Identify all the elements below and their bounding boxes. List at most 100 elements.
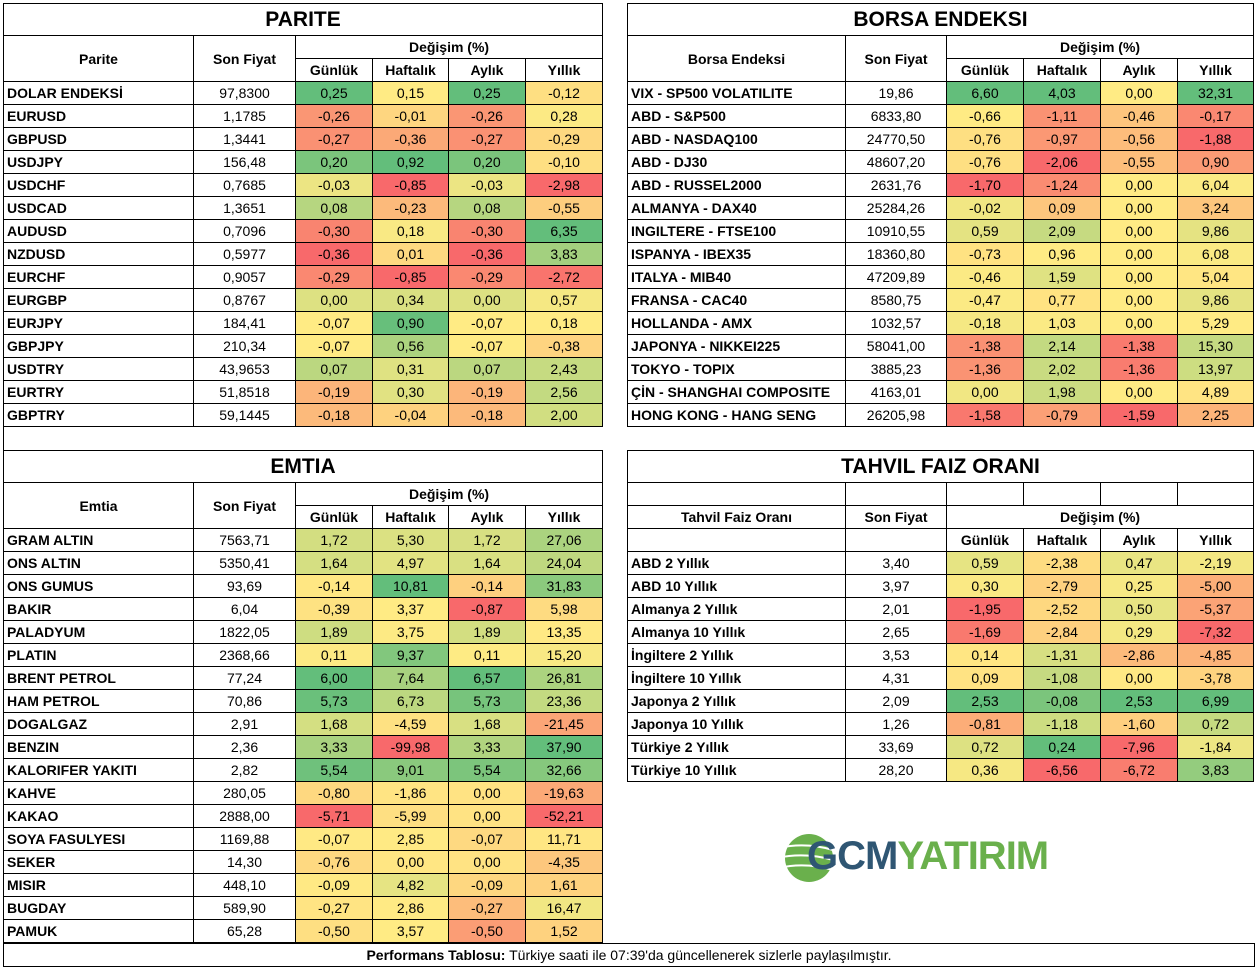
table-row: USDCAD 1,3651 0,08 -0,23 0,08 -0,55 xyxy=(3,196,604,220)
last-price: 28,20 xyxy=(845,758,947,782)
last-price: 1822,05 xyxy=(193,620,296,644)
change-monthly: 0,08 xyxy=(448,196,526,220)
table-row: BAKIR 6,04 -0,39 3,37 -0,87 5,98 xyxy=(3,597,604,621)
change-yearly: 2,43 xyxy=(524,357,604,381)
last-price: 1169,88 xyxy=(193,827,296,851)
change-daily: -0,19 xyxy=(295,380,373,404)
change-monthly: 0,00 xyxy=(1100,265,1178,289)
change-daily: -0,27 xyxy=(295,896,373,920)
change-monthly: 0,20 xyxy=(448,150,526,174)
change-daily: 0,30 xyxy=(946,574,1024,598)
table-row: Almanya 10 Yıllık 2,65 -1,69 -2,84 0,29 -7,32 xyxy=(627,620,1255,644)
change-daily: 0,59 xyxy=(946,551,1024,575)
change-daily: 0,36 xyxy=(946,758,1024,782)
change-monthly: 5,73 xyxy=(448,689,526,713)
change-daily: 1,68 xyxy=(295,712,373,736)
change-yearly: -5,37 xyxy=(1176,597,1255,621)
change-daily: -0,18 xyxy=(295,403,373,427)
last-price: 2,82 xyxy=(193,758,296,782)
instrument-name: ABD - S&P500 xyxy=(627,104,846,128)
change-monthly: 0,29 xyxy=(1100,620,1178,644)
instrument-name: ONS ALTIN xyxy=(3,551,194,575)
change-daily: 6,60 xyxy=(946,81,1024,105)
table-row: GBPTRY 59,1445 -0,18 -0,04 -0,18 2,00 xyxy=(3,403,604,427)
change-yearly: -2,72 xyxy=(524,265,604,289)
change-yearly: 3,83 xyxy=(1176,758,1255,782)
period-header: Aylık xyxy=(1100,58,1178,82)
change-weekly: 3,37 xyxy=(372,597,449,621)
table-row: EURGBP 0,8767 0,00 0,34 0,00 0,57 xyxy=(3,288,604,312)
change-weekly: 0,09 xyxy=(1023,196,1101,220)
instrument-name: MISIR xyxy=(3,873,194,897)
empty-cell xyxy=(845,482,947,506)
table-row: DOGALGAZ 2,91 1,68 -4,59 1,68 -21,45 xyxy=(3,712,604,736)
change-daily: -5,71 xyxy=(295,804,373,828)
empty-cell xyxy=(1176,482,1255,506)
table-row: EURCHF 0,9057 -0,29 -0,85 -0,29 -2,72 xyxy=(3,265,604,289)
last-price: 1,3441 xyxy=(193,127,296,151)
change-weekly: -99,98 xyxy=(372,735,449,759)
instrument-name: HOLLANDA - AMX xyxy=(627,311,846,335)
last-price: 25284,26 xyxy=(845,196,947,220)
instrument-name: Türkiye 10 Yıllık xyxy=(627,758,846,782)
empty-row xyxy=(627,482,1255,506)
change-yearly: -7,32 xyxy=(1176,620,1255,644)
instrument-name: EURCHF xyxy=(3,265,194,289)
change-yearly: -0,17 xyxy=(1176,104,1255,128)
change-weekly: -1,18 xyxy=(1023,712,1101,736)
change-monthly: 0,00 xyxy=(1100,666,1178,690)
change-yearly: -1,84 xyxy=(1176,735,1255,759)
table-row: EURUSD 1,1785 -0,26 -0,01 -0,26 0,28 xyxy=(3,104,604,128)
instrument-name: AUDUSD xyxy=(3,219,194,243)
change-weekly: -0,23 xyxy=(372,196,449,220)
globe-icon xyxy=(776,834,834,882)
period-header: Haftalık xyxy=(372,505,449,529)
change-yearly: -21,45 xyxy=(524,712,604,736)
instrument-name: VIX - SP500 VOLATILITE xyxy=(627,81,846,105)
change-weekly: -2,06 xyxy=(1023,150,1101,174)
last-price: 448,10 xyxy=(193,873,296,897)
name-header: Emtia xyxy=(3,482,194,529)
change-daily: -0,29 xyxy=(295,265,373,289)
instrument-name: SEKER xyxy=(3,850,194,874)
change-daily: -0,47 xyxy=(946,288,1024,312)
table-row: Türkiye 10 Yıllık 28,20 0,36 -6,56 -6,72 3,83 xyxy=(627,758,1255,782)
instrument-name: EURJPY xyxy=(3,311,194,335)
change-yearly: 6,04 xyxy=(1176,173,1255,197)
instrument-name: JAPONYA - NIKKEI225 xyxy=(627,334,846,358)
change-daily: 0,11 xyxy=(295,643,373,667)
table-row: GBPUSD 1,3441 -0,27 -0,36 -0,27 -0,29 xyxy=(3,127,604,151)
instrument-name: EURTRY xyxy=(3,380,194,404)
change-daily: -0,27 xyxy=(295,127,373,151)
title-row: TAHVIL FAIZ ORANI xyxy=(626,450,1255,483)
instrument-name: EURUSD xyxy=(3,104,194,128)
change-weekly: 7,64 xyxy=(372,666,449,690)
change-yearly: -2,19 xyxy=(1176,551,1255,575)
change-daily: -0,76 xyxy=(946,150,1024,174)
change-weekly: -2,38 xyxy=(1023,551,1101,575)
change-yearly: 31,83 xyxy=(524,574,604,598)
change-monthly: 3,33 xyxy=(448,735,526,759)
instrument-name: Japonya 2 Yıllık xyxy=(627,689,846,713)
last-price: 3,40 xyxy=(845,551,947,575)
name-header: Borsa Endeksi xyxy=(627,35,846,82)
last-price: 1,26 xyxy=(845,712,947,736)
title-row: EMTIA xyxy=(2,450,604,483)
change-monthly: -1,60 xyxy=(1100,712,1178,736)
change-daily: 1,89 xyxy=(295,620,373,644)
table-row: FRANSA - CAC40 8580,75 -0,47 0,77 0,00 9,86 xyxy=(627,288,1255,312)
change-daily: 0,20 xyxy=(295,150,373,174)
change-daily: 0,00 xyxy=(295,288,373,312)
change-weekly: 2,86 xyxy=(372,896,449,920)
table-row: Japonya 2 Yıllık 2,09 2,53 -0,08 2,53 6,99 xyxy=(627,689,1255,713)
last-price: 2,65 xyxy=(845,620,947,644)
last-price: 51,8518 xyxy=(193,380,296,404)
instrument-name: BUGDAY xyxy=(3,896,194,920)
change-yearly: 5,98 xyxy=(524,597,604,621)
table-row: SEKER 14,30 -0,76 0,00 0,00 -4,35 xyxy=(3,850,604,874)
last-price: 2631,76 xyxy=(845,173,947,197)
period-header: Yıllık xyxy=(1176,58,1255,82)
change-weekly: -4,59 xyxy=(372,712,449,736)
change-monthly: 0,25 xyxy=(448,81,526,105)
table-row: Türkiye 2 Yıllık 33,69 0,72 0,24 -7,96 -1,84 xyxy=(627,735,1255,759)
